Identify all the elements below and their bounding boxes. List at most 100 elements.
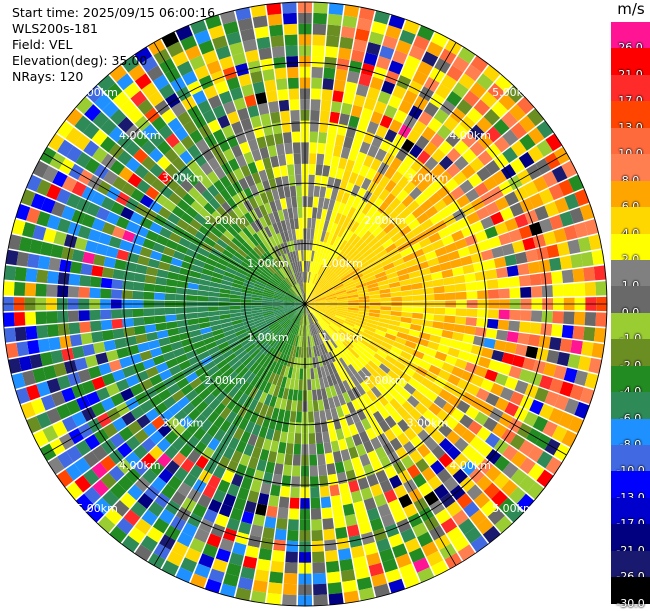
velocity-gate — [91, 191, 106, 206]
velocity-gate — [91, 376, 106, 391]
velocity-gate — [354, 420, 366, 434]
velocity-gate — [309, 261, 313, 273]
velocity-gate — [347, 206, 357, 219]
velocity-gate — [198, 207, 211, 220]
velocity-gate — [165, 314, 177, 322]
velocity-gate — [307, 314, 312, 325]
velocity-gate — [284, 278, 292, 288]
velocity-gate — [306, 357, 310, 369]
velocity-gate — [343, 280, 355, 288]
velocity-gate — [240, 164, 252, 178]
velocity-gate — [171, 490, 187, 506]
velocity-gate — [361, 332, 374, 340]
velocity-gate — [288, 88, 300, 100]
velocity-gate — [112, 500, 130, 517]
velocity-gate — [192, 90, 207, 105]
velocity-gate — [207, 365, 220, 376]
velocity-gate — [222, 527, 238, 542]
velocity-gate — [264, 370, 273, 382]
velocity-gate — [375, 446, 387, 460]
velocity-gate — [251, 334, 263, 344]
velocity-gate — [380, 341, 393, 351]
velocity-gate — [431, 239, 445, 251]
velocity-gate — [311, 272, 316, 284]
velocity-gate — [46, 311, 58, 324]
velocity-gate — [291, 323, 297, 334]
velocity-gate — [282, 208, 290, 221]
velocity-gate — [287, 164, 295, 176]
velocity-gate — [207, 252, 220, 262]
velocity-gate — [434, 246, 448, 257]
velocity-gate — [201, 268, 214, 277]
velocity-gate — [311, 312, 319, 322]
colorbar-level: -2.0 — [611, 339, 650, 372]
velocity-gate — [247, 60, 262, 74]
velocity-gate — [52, 170, 68, 188]
velocity-gate — [167, 475, 183, 491]
velocity-gate — [231, 282, 243, 289]
velocity-gate — [40, 241, 54, 257]
velocity-gate — [229, 294, 241, 299]
velocity-gate — [145, 408, 160, 422]
velocity-gate — [348, 299, 359, 303]
velocity-gate — [401, 290, 413, 297]
velocity-gate — [314, 356, 320, 368]
velocity-gate — [396, 189, 409, 203]
velocity-gate — [274, 258, 283, 269]
velocity-gate — [125, 124, 142, 141]
velocity-gate — [112, 176, 127, 191]
velocity-gate — [457, 544, 476, 562]
velocity-gate — [46, 284, 58, 297]
velocity-gate — [212, 489, 227, 504]
velocity-gate — [109, 525, 128, 544]
velocity-gate — [285, 294, 296, 300]
velocity-gate — [348, 115, 360, 129]
velocity-gate — [420, 199, 434, 212]
velocity-gate — [342, 341, 352, 351]
velocity-gate — [134, 46, 153, 64]
velocity-gate — [310, 109, 320, 122]
velocity-gate — [377, 321, 389, 329]
velocity-gate — [208, 286, 221, 293]
velocity-gate — [295, 324, 300, 336]
velocity-gate — [305, 304, 316, 308]
velocity-gate — [485, 448, 502, 465]
velocity-gate — [280, 330, 289, 341]
velocity-gate — [260, 482, 272, 495]
colorbar-level: 13.0 — [611, 101, 650, 134]
velocity-gate — [519, 457, 536, 475]
velocity-gate — [349, 348, 360, 359]
velocity-gate — [250, 70, 264, 84]
velocity-gate — [551, 165, 568, 183]
velocity-gate — [297, 304, 305, 313]
velocity-gate — [256, 136, 267, 149]
velocity-gate — [421, 51, 439, 67]
velocity-gate — [459, 476, 476, 493]
velocity-gate — [219, 10, 237, 25]
velocity-gate — [294, 433, 302, 445]
velocity-gate — [407, 377, 421, 390]
velocity-gate — [309, 476, 319, 488]
velocity-gate — [193, 383, 207, 395]
velocity-gate — [227, 263, 239, 272]
velocity-gate — [65, 127, 83, 145]
velocity-gate — [491, 246, 505, 259]
velocity-gate — [577, 355, 592, 372]
velocity-gate — [198, 388, 211, 401]
velocity-gate — [84, 434, 101, 451]
velocity-gate — [273, 272, 283, 282]
velocity-gate — [95, 207, 111, 221]
velocity-gate — [291, 400, 298, 412]
velocity-gate — [379, 310, 392, 316]
velocity-gate — [273, 310, 285, 315]
velocity-gate — [199, 279, 211, 287]
velocity-gate — [349, 332, 361, 341]
velocity-gate — [261, 304, 273, 308]
velocity-gate — [316, 443, 325, 455]
velocity-gate — [244, 279, 256, 286]
velocity-gate — [75, 151, 92, 169]
velocity-gate — [48, 337, 61, 351]
velocity-gate — [229, 507, 244, 522]
ring-label: 1.00km — [247, 331, 289, 344]
velocity-gate — [126, 344, 140, 356]
